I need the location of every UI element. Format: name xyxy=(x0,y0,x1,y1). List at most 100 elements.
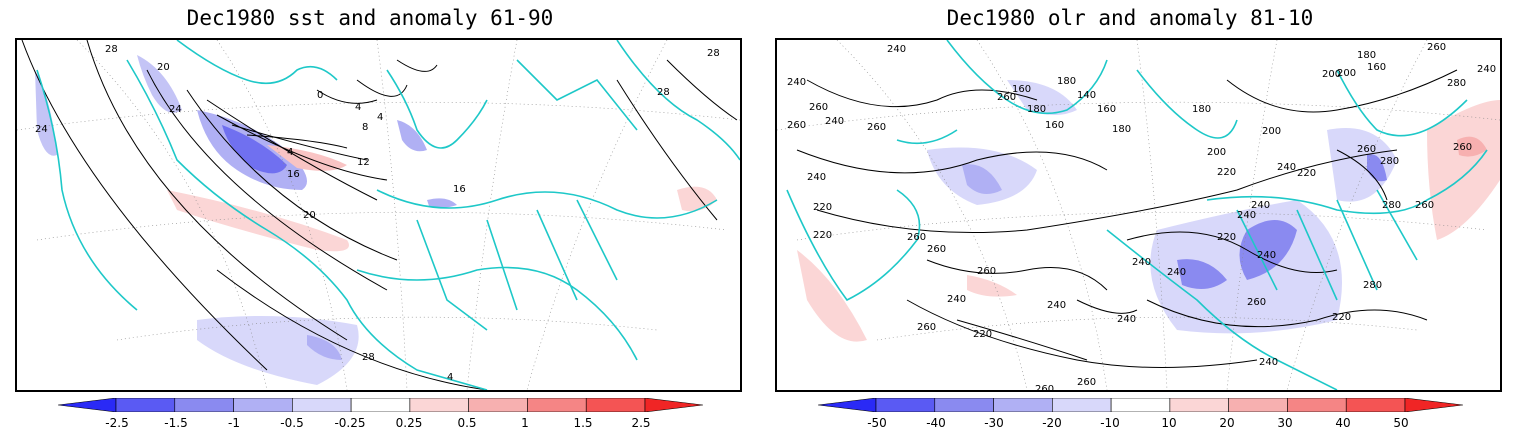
colorbar-box xyxy=(1287,398,1347,412)
contour-label: 280 xyxy=(1363,280,1382,291)
contour-label: 8 xyxy=(362,122,368,133)
contour-label: 280 xyxy=(1382,200,1401,211)
contour-label: 240 xyxy=(807,172,826,183)
shade-negative xyxy=(427,198,457,208)
contour-label: 20 xyxy=(157,62,170,73)
sst-map: 28 20 24 24 0 4 4 4 8 12 16 16 20 28 28 … xyxy=(17,40,740,390)
contour-label: 240 xyxy=(1167,267,1186,278)
contour-label: 280 xyxy=(1380,156,1399,167)
colorbar-tick: 0.25 xyxy=(395,416,423,430)
contour-label: 260 xyxy=(1035,384,1054,390)
map-frame: 240 260 240 260 260 240 240 260 220 220 … xyxy=(775,38,1502,392)
colorbar-tick: -40 xyxy=(926,416,946,430)
colorbar-tick: -20 xyxy=(1042,416,1062,430)
contour-label: 240 xyxy=(1117,314,1136,325)
shade-positive xyxy=(967,275,1017,297)
shade-negative xyxy=(1327,128,1397,202)
contour-label: 260 xyxy=(1453,142,1472,153)
colorbar-tick: -2.5 xyxy=(105,416,129,430)
contour-label: 160 xyxy=(1367,62,1386,73)
contour-label: 260 xyxy=(907,232,926,243)
contour-label: 240 xyxy=(947,294,966,305)
panel-title: Dec1980 sst and anomaly 61-90 xyxy=(186,6,554,30)
contour-label: 28 xyxy=(657,87,670,98)
contour-label: 20 xyxy=(303,210,316,221)
contour-label: 260 xyxy=(1357,144,1376,155)
contour-label: 260 xyxy=(1247,297,1266,308)
contour-label: 140 xyxy=(1077,90,1096,101)
colorbar-box xyxy=(1052,398,1112,412)
colorbar-tick: 40 xyxy=(1335,416,1351,430)
colorbar-tick: 10 xyxy=(1161,416,1177,430)
contour-label: 28 xyxy=(105,44,118,55)
shade-negative-strong xyxy=(222,125,287,174)
shade-negative xyxy=(397,120,427,152)
colorbar-box xyxy=(115,398,176,412)
contour-label: 180 xyxy=(1027,104,1046,115)
contour-label: 200 xyxy=(1322,69,1341,80)
contour-label: 0 xyxy=(317,90,323,101)
shade-positive xyxy=(167,190,349,252)
contour-label: 4 xyxy=(287,147,293,158)
contour-label: 220 xyxy=(1217,232,1236,243)
sst-panel: Dec1980 sst and anomaly 61-90 xyxy=(0,0,742,430)
contour-label: 260 xyxy=(917,322,936,333)
map-frame: 28 20 24 24 0 4 4 4 8 12 16 16 20 28 28 … xyxy=(15,38,742,392)
contour-label: 240 xyxy=(1237,210,1256,221)
colorbar-tick: 30 xyxy=(1277,416,1293,430)
contour-label: 220 xyxy=(973,329,992,340)
contour-label: 260 xyxy=(1077,377,1096,388)
contour-label: 220 xyxy=(1297,168,1316,179)
colorbar-box xyxy=(292,398,352,412)
contour-label: 260 xyxy=(1415,200,1434,211)
colorbar-arrow-high xyxy=(1404,398,1463,412)
shade-negative xyxy=(35,70,57,156)
contour-label: 200 xyxy=(1262,126,1281,137)
colorbar-box xyxy=(1345,398,1406,412)
contour-label: 240 xyxy=(887,44,906,55)
contour-label: 240 xyxy=(787,77,806,88)
colorbar-tick: -0.25 xyxy=(334,416,366,430)
contour-label: 180 xyxy=(1112,124,1131,135)
contour-labels: 240 260 240 260 260 240 240 260 220 220 … xyxy=(787,42,1496,390)
colorbar-tick: -50 xyxy=(867,416,887,430)
colorbar-tick: 1 xyxy=(521,416,529,430)
shade-negative xyxy=(137,55,182,113)
contour-label: 240 xyxy=(1277,162,1296,173)
colorbar-tick: -1.5 xyxy=(164,416,188,430)
contour-label: 180 xyxy=(1057,76,1076,87)
contour-label: 240 xyxy=(1132,257,1151,268)
shade-positive xyxy=(1427,100,1500,240)
colorbar-tick: -1 xyxy=(228,416,240,430)
shade-positive xyxy=(797,250,867,342)
contour-label: 280 xyxy=(1447,78,1466,89)
contour-label: 200 xyxy=(1207,147,1226,158)
contour-label: 240 xyxy=(1257,250,1276,261)
olr-contours xyxy=(796,69,1458,368)
contour-label: 220 xyxy=(813,202,832,213)
globe-edge xyxy=(17,40,740,390)
contour-label: 28 xyxy=(707,48,720,59)
colorbar-box xyxy=(875,398,936,412)
shade-negative xyxy=(307,335,342,360)
contour-label: 240 xyxy=(1047,300,1066,311)
contour-label: 260 xyxy=(997,92,1016,103)
colorbar xyxy=(58,398,703,428)
colorbar-box xyxy=(409,398,469,412)
shade-positive xyxy=(1457,136,1487,157)
contour-label: 220 xyxy=(1217,167,1236,178)
colorbar-box xyxy=(468,398,528,412)
anomaly-shading xyxy=(797,80,1500,342)
contour-label: 240 xyxy=(1477,64,1496,75)
anomaly-shading xyxy=(35,55,717,385)
contour-label: 240 xyxy=(825,116,844,127)
contour-label: 240 xyxy=(1251,200,1270,211)
colorbar-tick: -0.5 xyxy=(280,416,304,430)
contour-label: 16 xyxy=(287,169,300,180)
colorbar xyxy=(818,398,1463,428)
contour-label: 160 xyxy=(1045,120,1064,131)
colorbar-box xyxy=(934,398,994,412)
colorbar-tick: 2.5 xyxy=(631,416,651,430)
olr-panel: Dec1980 olr and anomaly 81-10 xyxy=(760,0,1502,430)
colorbar-box xyxy=(350,398,411,412)
